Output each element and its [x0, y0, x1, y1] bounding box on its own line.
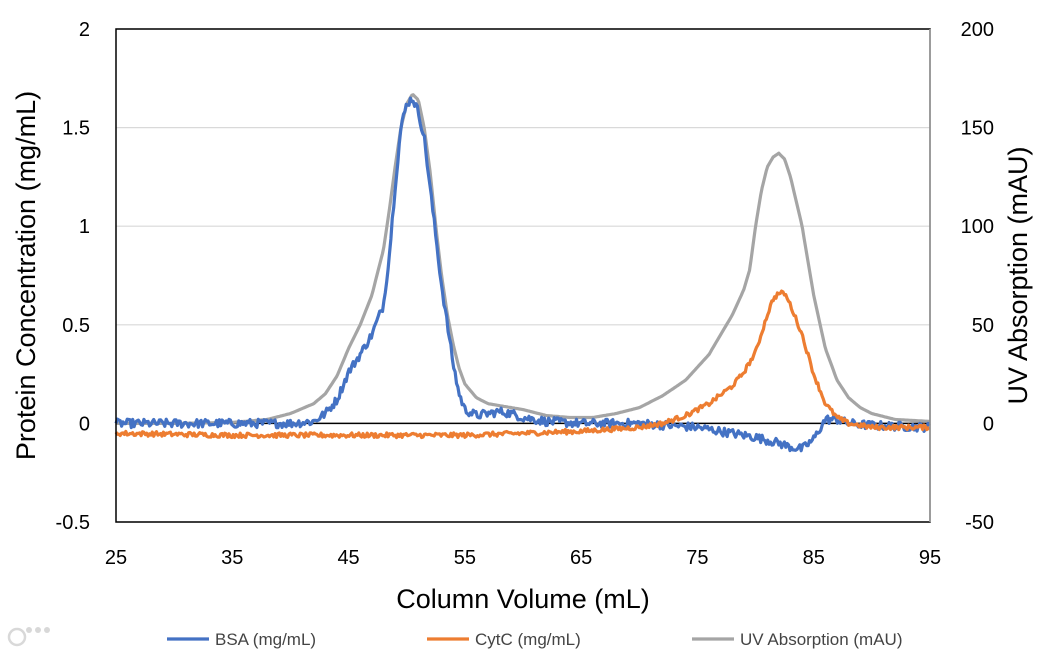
y-right-axis-title: UV Absorption (mAU) [1003, 146, 1033, 404]
x-tick-label: 45 [337, 547, 359, 569]
y-left-tick-labels: 2 1.5 1 0.5 0 -0.5 [56, 19, 90, 534]
x-tick-label: 65 [570, 547, 592, 569]
watermark-dot [35, 627, 41, 633]
y-left-tick-label: 1 [79, 216, 90, 238]
y-right-tick-label: 100 [961, 216, 994, 238]
series-line-1 [114, 289, 931, 440]
watermark-ring [7, 627, 27, 647]
legend-label: CytC (mg/mL) [475, 630, 581, 649]
legend-label: UV Absorption (mAU) [740, 630, 903, 649]
x-tick-label: 35 [221, 547, 243, 569]
x-tick-labels: 25 35 45 55 65 75 85 95 [105, 547, 941, 569]
y-right-tick-label: -50 [965, 512, 994, 534]
y-right-tick-label: 50 [972, 315, 994, 337]
x-tick-label: 85 [803, 547, 825, 569]
x-tick-label: 95 [919, 547, 941, 569]
legend: BSA (mg/mL) CytC (mg/mL) UV Absorption (mA… [167, 630, 903, 649]
x-tick-label: 75 [686, 547, 708, 569]
y-right-tick-label: 200 [961, 19, 994, 41]
y-left-tick-label: 1.5 [62, 118, 90, 140]
y-left-axis-title: Protein Concentration (mg/mL) [11, 91, 41, 460]
watermark-dot [44, 627, 50, 633]
legend-label: BSA (mg/mL) [215, 630, 316, 649]
y-right-tick-labels: 200 150 100 50 0 -50 [961, 19, 994, 534]
watermark-dot [26, 627, 32, 633]
y-right-tick-label: 150 [961, 118, 994, 140]
y-right-tick-label: 0 [983, 413, 994, 435]
y-left-tick-label: 0 [79, 413, 90, 435]
series-line-0 [114, 96, 931, 453]
y-left-tick-label: 2 [79, 19, 90, 41]
series-lines [114, 93, 931, 453]
x-axis-title: Column Volume (mL) [396, 584, 650, 614]
y-left-tick-label: 0.5 [62, 315, 90, 337]
x-tick-label: 25 [105, 547, 127, 569]
y-left-tick-label: -0.5 [56, 512, 90, 534]
watermark-logo [7, 627, 50, 647]
x-tick-label: 55 [454, 547, 476, 569]
